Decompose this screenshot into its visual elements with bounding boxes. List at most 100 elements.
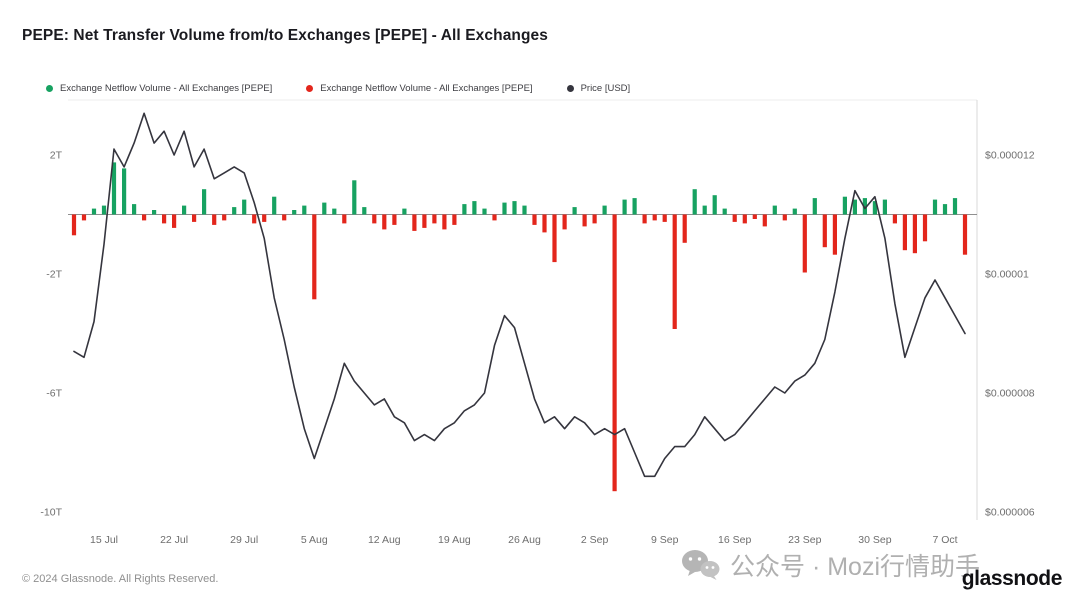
netflow-bar [422,214,427,228]
legend-item-netflow-green[interactable]: Exchange Netflow Volume - All Exchanges … [46,83,272,94]
netflow-bar [272,196,277,215]
netflow-bar [922,214,928,242]
netflow-bar [222,214,227,221]
netflow-bar [512,201,517,215]
netflow-bar [652,214,657,221]
red-dot-icon [306,85,314,92]
legend-item-price[interactable]: Price [USD] [566,83,630,94]
netflow-bar [732,214,737,222]
netflow-bar [822,214,827,248]
black-dot-icon [566,85,574,92]
netflow-bar [752,214,757,219]
x-axis-tick-label: 2 Sep [581,534,609,546]
left-axis-tick-label: -2T [46,269,62,281]
green-dot-icon [46,85,53,92]
right-axis-tick-label: $0.000006 [985,507,1035,519]
netflow-bar [71,214,77,236]
netflow-bar [552,214,557,263]
glassnode-logo: glassnode [961,567,1063,590]
netflow-bar [572,207,577,215]
x-axis-tick-label: 23 Sep [788,534,821,546]
netflow-bar [562,214,567,230]
netflow-bar [612,214,617,492]
netflow-bar [712,195,717,215]
netflow-bar [632,198,637,215]
netflow-bar [582,214,587,227]
netflow-bar [142,214,147,221]
netflow-bar [802,214,807,273]
netflow-bar [872,201,877,215]
netflow-bar [762,214,767,227]
netflow-bar [382,214,387,230]
netflow-bar [212,214,217,225]
x-axis-tick-label: 15 Jul [90,534,118,546]
netflow-bar [322,202,327,215]
netflow-bar [262,214,267,222]
x-axis-tick-label: 9 Sep [651,534,679,546]
legend-label: Exchange Netflow Volume - All Exchanges … [320,83,533,94]
right-axis-tick-label: $0.000008 [985,388,1035,400]
x-axis-tick-label: 19 Aug [438,534,471,546]
watermark-text: 公众号 · Mozi行情助手 [730,553,981,581]
x-axis-tick-label: 12 Aug [368,534,401,546]
x-axis-tick-label: 30 Sep [858,534,891,546]
netflow-bar [892,214,897,224]
netflow-bar [152,210,157,215]
netflow-bar [302,205,307,215]
netflow-bar [412,214,417,231]
legend-label: Exchange Netflow Volume - All Exchanges … [60,83,273,94]
left-axis-tick-label: -6T [46,388,62,400]
netflow-bar [772,205,777,215]
netflow-bar [342,214,347,224]
netflow-bar [132,204,137,215]
netflow-bar [682,214,687,243]
netflow-bar [722,208,727,215]
left-axis-tick-label: -10T [40,507,62,519]
price-line [73,112,966,478]
netflow-bar [282,214,287,221]
netflow-bar [462,204,467,215]
netflow-bar [952,198,958,215]
x-axis-tick-label: 5 Aug [301,534,328,546]
netflow-bar [91,208,97,215]
netflow-bar [312,214,317,300]
netflow-bar [672,214,677,329]
netflow-bar [232,207,237,215]
netflow-bar [902,214,907,251]
netflow-bar [362,207,367,215]
netflow-bar [742,214,747,224]
netflow-bar [932,199,938,215]
x-axis-tick-label: 22 Jul [160,534,188,546]
netflow-bar [192,214,197,222]
copyright-text: © 2024 Glassnode. All Rights Reserved. [22,573,219,585]
netflow-bar [442,214,447,230]
netflow-bar [622,199,627,215]
netflow-bar [812,198,817,215]
netflow-bar [592,214,597,224]
netflow-bar [202,189,207,215]
netflow-bar [242,199,247,215]
netflow-bar [852,199,857,215]
netflow-bar [542,214,547,233]
netflow-bar [472,201,477,215]
right-axis-tick-label: $0.00001 [985,269,1029,281]
netflow-bar [662,214,667,222]
netflow-bar [882,199,887,215]
netflow-bar [292,210,297,215]
wechat-watermark: 公众号 · Mozi行情助手 [680,547,980,583]
netflow-bar [352,180,357,215]
netflow-bar [162,214,167,224]
netflow-bar [81,214,87,221]
wechat-icon [682,550,720,580]
x-axis-tick-label: 29 Jul [230,534,258,546]
netflow-bar [912,214,917,254]
page-title: PEPE: Net Transfer Volume from/to Exchan… [22,27,548,44]
legend-item-netflow-red[interactable]: Exchange Netflow Volume - All Exchanges … [306,83,533,94]
netflow-bar [452,214,457,225]
netflow-bar [502,202,507,215]
netflow-bar [602,205,607,215]
netflow-bar [532,214,537,225]
netflow-bar [832,214,837,255]
netflow-bar [782,214,787,221]
